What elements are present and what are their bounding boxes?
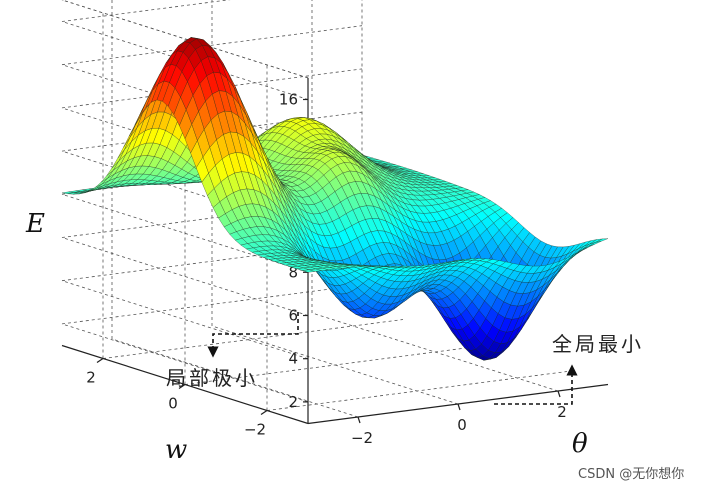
x-tick	[357, 416, 361, 424]
surface-cell	[595, 238, 609, 243]
z-tick-label: 2	[288, 393, 298, 411]
z-tick-label: 4	[288, 350, 298, 368]
y-tick-label: 2	[86, 369, 96, 387]
arrow-layer	[207, 312, 578, 405]
x-tick-label: 0	[457, 416, 467, 434]
z-axis-label: E	[25, 209, 45, 239]
x-tick-label: −2	[351, 429, 373, 447]
y-tick	[260, 410, 268, 415]
gridline	[184, 345, 486, 385]
z-tick-label: 16	[279, 91, 298, 109]
watermark: CSDN @无你想你	[578, 466, 684, 482]
y-tick-label: 0	[168, 395, 178, 413]
z-tick-label: 8	[288, 263, 298, 281]
annotation-local-minimum: 局部极小	[166, 366, 258, 390]
global-minimum-arrow	[494, 364, 578, 405]
gridline	[266, 371, 568, 411]
x-tick-label: 2	[557, 403, 567, 421]
y-tick-label: −2	[244, 421, 266, 439]
gridline	[61, 284, 363, 325]
gridline	[61, 280, 309, 360]
y-axis-label: w	[165, 435, 187, 465]
surface-layer	[61, 37, 609, 361]
annotation-global-minimum: 全局最小	[552, 332, 644, 356]
gridline	[61, 64, 309, 144]
label-layer: E w θ 局部极小 全局最小 CSDN @无你想你	[25, 209, 684, 482]
x-tick	[457, 403, 461, 411]
gridline	[61, 0, 309, 79]
x-tick	[557, 390, 561, 398]
y-tick	[96, 358, 104, 363]
gridline	[102, 319, 404, 359]
y-tick	[178, 384, 186, 389]
local-minimum-arrow	[207, 312, 299, 358]
x-axis-label: θ	[572, 429, 588, 459]
z-tick-label: 6	[288, 307, 298, 325]
gridline	[61, 25, 363, 66]
gridline	[61, 323, 309, 403]
